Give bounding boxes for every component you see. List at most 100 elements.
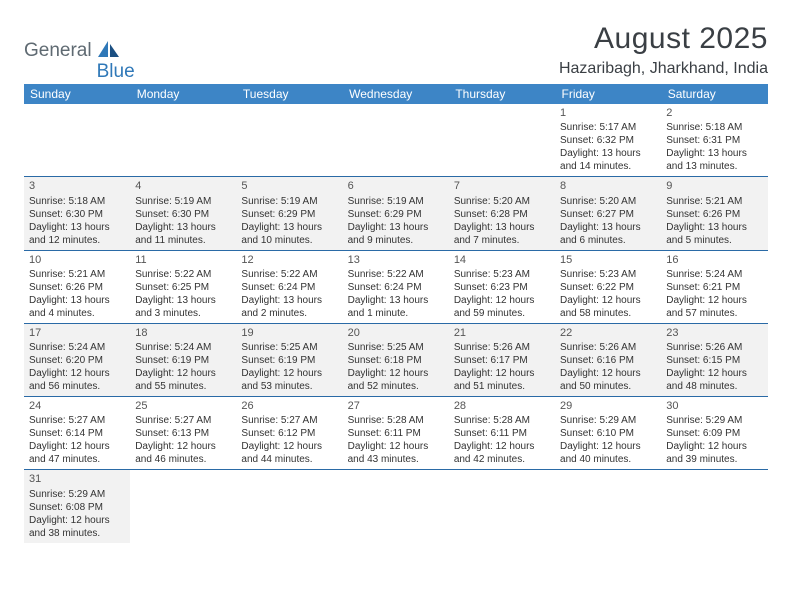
- day-detail: Daylight: 12 hours: [454, 440, 550, 453]
- day-detail: Sunrise: 5:28 AM: [348, 414, 444, 427]
- day-detail: Sunset: 6:22 PM: [560, 281, 656, 294]
- day-detail: Sunset: 6:17 PM: [454, 354, 550, 367]
- day-number: 31: [29, 472, 125, 487]
- day-number: 27: [348, 399, 444, 414]
- day-number: 5: [241, 179, 337, 194]
- day-detail: Sunrise: 5:25 AM: [348, 341, 444, 354]
- day-number: 30: [666, 399, 762, 414]
- day-detail: Daylight: 12 hours: [29, 514, 125, 527]
- day-detail: Daylight: 13 hours: [560, 221, 656, 234]
- day-detail: Sunset: 6:11 PM: [454, 427, 550, 440]
- day-detail: Sunset: 6:28 PM: [454, 208, 550, 221]
- day-number: 15: [560, 253, 656, 268]
- day-detail: Sunset: 6:19 PM: [135, 354, 231, 367]
- weekday-header: Sunday: [24, 84, 130, 104]
- day-cell: 31Sunrise: 5:29 AMSunset: 6:08 PMDayligh…: [24, 470, 130, 543]
- day-detail: Daylight: 12 hours: [135, 367, 231, 380]
- day-cell: 9Sunrise: 5:21 AMSunset: 6:26 PMDaylight…: [661, 177, 767, 250]
- logo-text-blue: Blue: [97, 61, 135, 83]
- day-cell: 2Sunrise: 5:18 AMSunset: 6:31 PMDaylight…: [661, 104, 767, 177]
- day-detail: Sunrise: 5:21 AM: [666, 195, 762, 208]
- day-detail: and 46 minutes.: [135, 453, 231, 466]
- day-detail: Sunset: 6:09 PM: [666, 427, 762, 440]
- day-cell: [449, 470, 555, 543]
- day-cell: 8Sunrise: 5:20 AMSunset: 6:27 PMDaylight…: [555, 177, 661, 250]
- day-cell: 15Sunrise: 5:23 AMSunset: 6:22 PMDayligh…: [555, 250, 661, 323]
- day-detail: Sunrise: 5:24 AM: [135, 341, 231, 354]
- day-detail: Sunset: 6:12 PM: [241, 427, 337, 440]
- day-detail: Daylight: 12 hours: [666, 367, 762, 380]
- day-detail: Sunrise: 5:29 AM: [560, 414, 656, 427]
- day-detail: Sunrise: 5:22 AM: [135, 268, 231, 281]
- day-detail: and 39 minutes.: [666, 453, 762, 466]
- day-detail: Daylight: 12 hours: [135, 440, 231, 453]
- day-detail: Sunset: 6:21 PM: [666, 281, 762, 294]
- day-number: 4: [135, 179, 231, 194]
- day-detail: Sunrise: 5:18 AM: [29, 195, 125, 208]
- day-cell: 1Sunrise: 5:17 AMSunset: 6:32 PMDaylight…: [555, 104, 661, 177]
- day-detail: and 59 minutes.: [454, 307, 550, 320]
- day-cell: 14Sunrise: 5:23 AMSunset: 6:23 PMDayligh…: [449, 250, 555, 323]
- day-detail: Sunset: 6:30 PM: [29, 208, 125, 221]
- day-cell: 12Sunrise: 5:22 AMSunset: 6:24 PMDayligh…: [236, 250, 342, 323]
- day-cell: 6Sunrise: 5:19 AMSunset: 6:29 PMDaylight…: [343, 177, 449, 250]
- day-detail: and 52 minutes.: [348, 380, 444, 393]
- day-cell: [449, 104, 555, 177]
- day-detail: Sunrise: 5:17 AM: [560, 121, 656, 134]
- day-detail: Daylight: 12 hours: [241, 440, 337, 453]
- day-cell: 19Sunrise: 5:25 AMSunset: 6:19 PMDayligh…: [236, 323, 342, 396]
- day-cell: 29Sunrise: 5:29 AMSunset: 6:10 PMDayligh…: [555, 397, 661, 470]
- day-detail: and 42 minutes.: [454, 453, 550, 466]
- day-cell: 28Sunrise: 5:28 AMSunset: 6:11 PMDayligh…: [449, 397, 555, 470]
- day-cell: [661, 470, 767, 543]
- logo: General Blue: [24, 30, 135, 72]
- location-subtitle: Hazaribagh, Jharkhand, India: [559, 60, 768, 78]
- week-row: 1Sunrise: 5:17 AMSunset: 6:32 PMDaylight…: [24, 104, 768, 177]
- day-cell: 20Sunrise: 5:25 AMSunset: 6:18 PMDayligh…: [343, 323, 449, 396]
- day-cell: 4Sunrise: 5:19 AMSunset: 6:30 PMDaylight…: [130, 177, 236, 250]
- day-number: 7: [454, 179, 550, 194]
- day-number: 18: [135, 326, 231, 341]
- day-detail: Sunrise: 5:26 AM: [454, 341, 550, 354]
- day-number: 20: [348, 326, 444, 341]
- day-detail: Sunrise: 5:24 AM: [29, 341, 125, 354]
- logo-text-general: General: [24, 40, 92, 62]
- day-number: 29: [560, 399, 656, 414]
- day-detail: Sunrise: 5:27 AM: [29, 414, 125, 427]
- day-detail: Sunrise: 5:19 AM: [348, 195, 444, 208]
- day-detail: Daylight: 13 hours: [241, 294, 337, 307]
- day-number: 2: [666, 106, 762, 121]
- month-title: August 2025: [559, 22, 768, 56]
- day-detail: Sunrise: 5:26 AM: [666, 341, 762, 354]
- day-detail: and 4 minutes.: [29, 307, 125, 320]
- day-detail: and 13 minutes.: [666, 160, 762, 173]
- day-detail: Sunset: 6:19 PM: [241, 354, 337, 367]
- weekday-header: Thursday: [449, 84, 555, 104]
- day-detail: Sunrise: 5:27 AM: [135, 414, 231, 427]
- day-detail: Sunset: 6:13 PM: [135, 427, 231, 440]
- day-number: 19: [241, 326, 337, 341]
- day-detail: Sunset: 6:23 PM: [454, 281, 550, 294]
- day-detail: Daylight: 12 hours: [666, 440, 762, 453]
- day-detail: Sunset: 6:08 PM: [29, 501, 125, 514]
- day-detail: Sunrise: 5:19 AM: [241, 195, 337, 208]
- day-detail: and 48 minutes.: [666, 380, 762, 393]
- week-row: 10Sunrise: 5:21 AMSunset: 6:26 PMDayligh…: [24, 250, 768, 323]
- day-detail: and 2 minutes.: [241, 307, 337, 320]
- day-cell: [236, 470, 342, 543]
- day-number: 17: [29, 326, 125, 341]
- day-detail: Sunset: 6:26 PM: [29, 281, 125, 294]
- day-cell: 23Sunrise: 5:26 AMSunset: 6:15 PMDayligh…: [661, 323, 767, 396]
- day-detail: Sunset: 6:16 PM: [560, 354, 656, 367]
- calendar-page: General Blue August 2025 Hazaribagh, Jha…: [0, 0, 792, 543]
- day-number: 9: [666, 179, 762, 194]
- week-row: 17Sunrise: 5:24 AMSunset: 6:20 PMDayligh…: [24, 323, 768, 396]
- day-detail: Daylight: 13 hours: [454, 221, 550, 234]
- day-detail: Sunrise: 5:19 AM: [135, 195, 231, 208]
- day-detail: Daylight: 13 hours: [560, 147, 656, 160]
- day-detail: and 9 minutes.: [348, 234, 444, 247]
- day-detail: Sunrise: 5:22 AM: [348, 268, 444, 281]
- day-detail: Sunset: 6:25 PM: [135, 281, 231, 294]
- day-detail: Sunset: 6:10 PM: [560, 427, 656, 440]
- week-row: 3Sunrise: 5:18 AMSunset: 6:30 PMDaylight…: [24, 177, 768, 250]
